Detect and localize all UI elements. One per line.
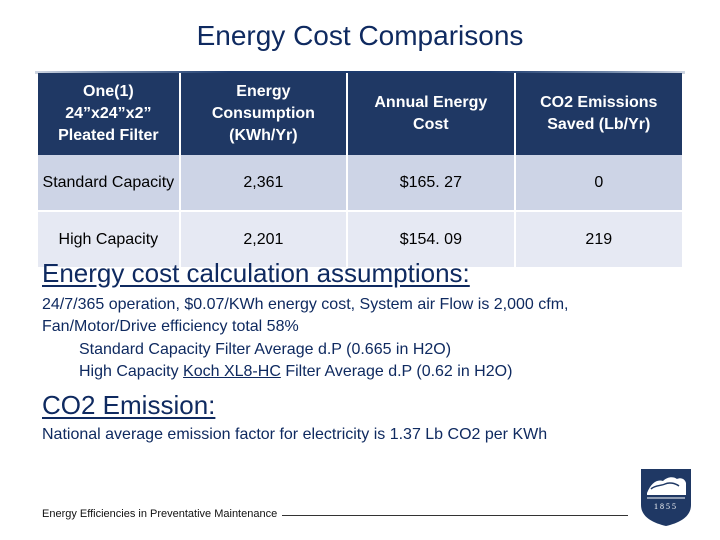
energy-consumption-cell: 2,361 bbox=[179, 155, 349, 212]
assumption-text: High Capacity bbox=[79, 363, 184, 380]
header-filter-line1: One(1) bbox=[83, 83, 134, 100]
university-seal-logo: 1855 bbox=[641, 469, 691, 526]
header-co2-line2: Saved (Lb/Yr) bbox=[547, 116, 651, 133]
logo-year: 1855 bbox=[654, 502, 678, 511]
co2-saved-cell: 0 bbox=[514, 155, 682, 212]
header-filter-line3: Pleated Filter bbox=[58, 127, 159, 144]
header-energy-line2: Consumption bbox=[211, 105, 315, 122]
title-divider bbox=[35, 71, 685, 74]
row-label: High Capacity bbox=[38, 211, 181, 269]
emission-text: National average emission factor for ele… bbox=[42, 426, 548, 443]
header-energy-line3: (KWh/Yr) bbox=[229, 127, 298, 144]
co2-saved-cell: 219 bbox=[514, 211, 682, 269]
header-energy-consumption: Energy Consumption (KWh/Yr) bbox=[179, 73, 349, 155]
footer-divider bbox=[282, 515, 628, 516]
footer-text: Energy Efficiencies in Preventative Main… bbox=[42, 508, 278, 520]
row-label: Standard Capacity bbox=[38, 155, 181, 212]
table-row: Standard Capacity 2,361 $165. 27 0 bbox=[38, 155, 682, 212]
header-filter: One(1) 24”x24”x2” Pleated Filter bbox=[38, 73, 181, 155]
annual-cost-cell: $165. 27 bbox=[347, 155, 516, 212]
header-cost-line2: Cost bbox=[413, 116, 449, 133]
page-title: Energy Cost Comparisons bbox=[196, 20, 524, 51]
energy-cost-table: One(1) 24”x24”x2” Pleated Filter Energy … bbox=[38, 73, 682, 269]
table-header-row: One(1) 24”x24”x2” Pleated Filter Energy … bbox=[38, 73, 682, 155]
assumption-line: Fan/Motor/Drive efficiency total 58% bbox=[42, 318, 299, 335]
header-energy-line1: Energy bbox=[236, 83, 291, 100]
product-link[interactable]: Koch XL8-HC bbox=[183, 363, 281, 380]
table-row: High Capacity 2,201 $154. 09 219 bbox=[38, 211, 682, 269]
assumption-text: Filter Average d.P (0.62 in H2O) bbox=[280, 363, 513, 380]
assumptions-heading: Energy cost calculation assumptions: bbox=[42, 258, 470, 288]
header-filter-line2: 24”x24”x2” bbox=[65, 105, 152, 122]
header-co2-saved: CO2 Emissions Saved (Lb/Yr) bbox=[514, 73, 682, 155]
header-cost-line1: Annual Energy bbox=[374, 94, 488, 111]
assumption-line: Standard Capacity Filter Average d.P (0.… bbox=[79, 341, 452, 358]
header-annual-cost: Annual Energy Cost bbox=[347, 73, 516, 155]
header-co2-line1: CO2 Emissions bbox=[540, 94, 658, 111]
assumption-line: 24/7/365 operation, $0.07/KWh energy cos… bbox=[42, 296, 569, 313]
annual-cost-cell: $154. 09 bbox=[347, 211, 516, 269]
assumption-line: High Capacity Koch XL8-HC Filter Average… bbox=[79, 361, 512, 383]
emission-heading: CO2 Emission: bbox=[42, 390, 216, 420]
energy-consumption-cell: 2,201 bbox=[179, 211, 349, 269]
